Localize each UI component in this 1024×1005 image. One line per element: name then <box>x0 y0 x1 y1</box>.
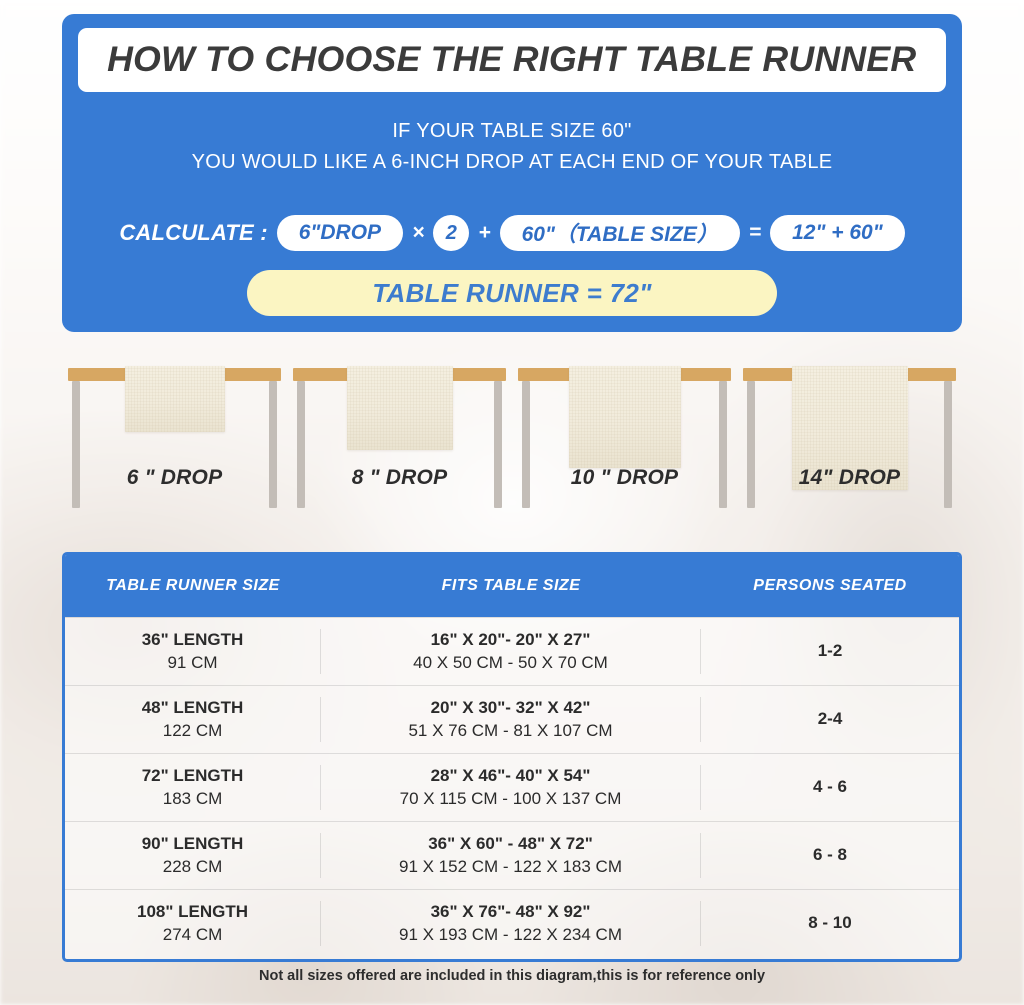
table-runner-cloth <box>124 366 225 432</box>
fits-size-inches: 28" X 46"- 40" X 54" <box>430 766 591 786</box>
column-header-fits-table-size: FITS TABLE SIZE <box>441 577 581 594</box>
cell-runner-size: 72" LENGTH 183 CM <box>65 765 321 810</box>
table-size-pill: 60"（TABLE SIZE） <box>499 215 740 251</box>
multiplier-pill: 2 <box>433 215 470 251</box>
size-chart-table: TABLE RUNNER SIZE FITS TABLE SIZE PERSON… <box>62 552 962 962</box>
table-row: 72" LENGTH 183 CM 28" X 46"- 40" X 54" 7… <box>65 753 959 821</box>
runner-size-inches: 72" LENGTH <box>141 766 244 786</box>
table-runner-cloth <box>568 366 681 468</box>
table-leg-right <box>269 381 277 508</box>
column-header-runner-size: TABLE RUNNER SIZE <box>106 577 280 594</box>
cell-fits-table-size: 16" X 20"- 20" X 27" 40 X 50 CM - 50 X 7… <box>321 629 701 674</box>
column-header-persons-seated: PERSONS SEATED <box>753 577 907 594</box>
fits-size-cm: 70 X 115 CM - 100 X 137 CM <box>399 788 622 808</box>
fits-size-cm: 91 X 152 CM - 122 X 183 CM <box>398 856 622 876</box>
fits-size-inches: 36" X 76"- 48" X 92" <box>430 902 591 922</box>
drop-label: 8 " DROP <box>351 466 448 489</box>
cell-fits-table-size: 36" X 76"- 48" X 92" 91 X 193 CM - 122 X… <box>321 901 701 946</box>
cell-runner-size: 48" LENGTH 122 CM <box>65 697 321 742</box>
drop-illustrations: 6 " DROP 8 " DROP 10 " DROP 14" DROP <box>62 340 962 540</box>
fits-size-cm: 91 X 193 CM - 122 X 234 CM <box>398 924 622 944</box>
calculation-row: CALCULATE : 6"DROP × 2 + 60"（TABLE SIZE）… <box>62 211 962 255</box>
drop-panel-8: 8 " DROP <box>287 340 512 540</box>
title-plate: HOW TO CHOOSE THE RIGHT TABLE RUNNER <box>78 28 946 92</box>
table-row: 90" LENGTH 228 CM 36" X 60" - 48" X 72" … <box>65 821 959 889</box>
table-header-row: TABLE RUNNER SIZE FITS TABLE SIZE PERSON… <box>65 555 959 617</box>
drop-value-pill: 6"DROP <box>276 215 404 251</box>
cell-fits-table-size: 36" X 60" - 48" X 72" 91 X 152 CM - 122 … <box>321 833 701 878</box>
runner-size-cm: 91 CM <box>167 652 218 672</box>
result-pill: TABLE RUNNER = 72" <box>247 270 777 316</box>
cell-persons-seated: 6 - 8 <box>812 845 848 865</box>
cell-persons-seated: 1-2 <box>817 641 843 661</box>
table-row: 108" LENGTH 274 CM 36" X 76"- 48" X 92" … <box>65 889 959 957</box>
table-leg-left <box>72 381 80 508</box>
sum-pill: 12" + 60" <box>770 215 905 251</box>
drop-panel-10: 10 " DROP <box>512 340 737 540</box>
table-leg-right <box>719 381 727 508</box>
runner-size-cm: 122 CM <box>162 720 223 740</box>
cell-runner-size: 108" LENGTH 274 CM <box>65 901 321 946</box>
page-title: HOW TO CHOOSE THE RIGHT TABLE RUNNER <box>107 40 917 79</box>
cell-fits-table-size: 28" X 46"- 40" X 54" 70 X 115 CM - 100 X… <box>321 765 701 810</box>
table-runner-cloth <box>346 366 453 450</box>
footnote: Not all sizes offered are included in th… <box>258 968 766 984</box>
table-leg-left <box>747 381 755 508</box>
table-leg-right <box>494 381 502 508</box>
fits-size-cm: 51 X 76 CM - 81 X 107 CM <box>408 720 613 740</box>
result-label: TABLE RUNNER = 72" <box>372 277 652 308</box>
multiply-operator: × <box>412 221 425 244</box>
table-leg-left <box>297 381 305 508</box>
cell-runner-size: 36" LENGTH 91 CM <box>65 629 321 674</box>
runner-size-cm: 183 CM <box>162 788 223 808</box>
drop-panel-6: 6 " DROP <box>62 340 287 540</box>
table-runner-cloth <box>791 366 908 490</box>
runner-size-cm: 228 CM <box>162 856 223 876</box>
subtitle-line-2: YOU WOULD LIKE A 6-INCH DROP AT EACH END… <box>191 151 833 173</box>
drop-panel-14: 14" DROP <box>737 340 962 540</box>
subtitle-line-1: IF YOUR TABLE SIZE 60" <box>392 120 632 142</box>
drop-label: 10 " DROP <box>570 466 679 489</box>
drop-label: 14" DROP <box>798 466 901 489</box>
cell-runner-size: 90" LENGTH 228 CM <box>65 833 321 878</box>
table-leg-right <box>944 381 952 508</box>
drop-label: 6 " DROP <box>126 466 223 489</box>
runner-size-inches: 90" LENGTH <box>141 834 244 854</box>
fits-size-cm: 40 X 50 CM - 50 X 70 CM <box>413 652 608 672</box>
runner-size-cm: 274 CM <box>162 924 223 944</box>
cell-persons-seated: 4 - 6 <box>812 777 848 797</box>
runner-size-inches: 36" LENGTH <box>141 630 244 650</box>
plus-operator: + <box>478 221 491 244</box>
equals-operator: = <box>748 221 762 244</box>
fits-size-inches: 36" X 60" - 48" X 72" <box>428 834 593 854</box>
calculate-label: CALCULATE : <box>119 220 268 245</box>
table-leg-left <box>522 381 530 508</box>
runner-size-inches: 48" LENGTH <box>141 698 244 718</box>
table-row: 36" LENGTH 91 CM 16" X 20"- 20" X 27" 40… <box>65 617 959 685</box>
runner-size-inches: 108" LENGTH <box>136 902 249 922</box>
table-row: 48" LENGTH 122 CM 20" X 30"- 32" X 42" 5… <box>65 685 959 753</box>
cell-persons-seated: 8 - 10 <box>808 913 852 933</box>
header-card: HOW TO CHOOSE THE RIGHT TABLE RUNNER IF … <box>62 14 962 332</box>
fits-size-inches: 20" X 30"- 32" X 42" <box>430 698 591 718</box>
fits-size-inches: 16" X 20"- 20" X 27" <box>430 630 591 650</box>
cell-fits-table-size: 20" X 30"- 32" X 42" 51 X 76 CM - 81 X 1… <box>321 697 701 742</box>
cell-persons-seated: 2-4 <box>817 709 843 729</box>
